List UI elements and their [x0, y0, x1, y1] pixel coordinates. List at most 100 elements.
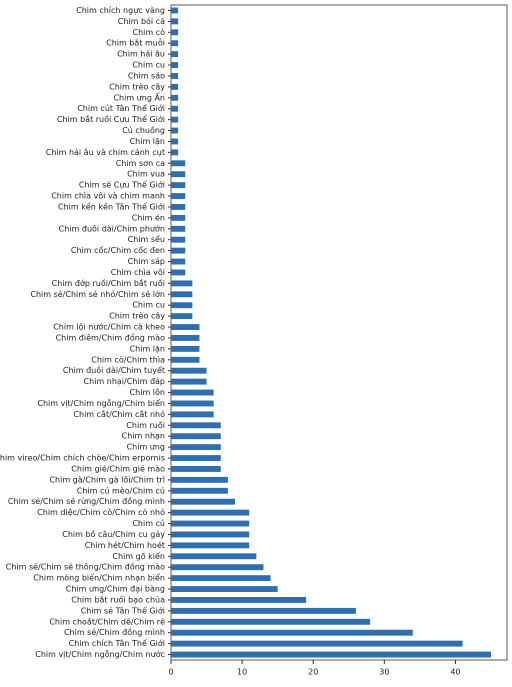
bar: [171, 193, 186, 199]
y-tick-label: Chim cắt/Chim cắt nhỏ: [73, 409, 165, 419]
y-tick-label: Chim nhạn: [122, 432, 165, 442]
bar: [171, 269, 186, 276]
bar: [171, 586, 278, 592]
x-tick-label: 10: [237, 668, 247, 677]
y-tick-label: Chim sơn ca: [116, 159, 165, 168]
y-tick-label: Chim sẻ/Chim sẻ thông/Chim đồng mào: [6, 562, 165, 572]
bar: [171, 94, 179, 101]
y-tick-label: Chim trèo cây: [109, 81, 165, 91]
y-tick-label: Chim bắt muỗi: [106, 38, 165, 48]
bar: [171, 531, 250, 538]
x-tick-label: 0: [168, 668, 173, 677]
bar: [171, 607, 356, 614]
y-tick-label: Chim chích Tân Thế Giới: [69, 638, 165, 648]
y-tick-label: Chim vịt/Chim ngỗng/Chim biển: [37, 398, 165, 409]
bar: [171, 466, 221, 472]
y-tick-label: Chim ruồi: [126, 420, 165, 430]
bar: [171, 182, 186, 189]
y-tick-label: Chim sẻ/Chim sẻ nhỏ/Chim sẻ lớn: [30, 289, 165, 299]
y-tick-label: Chim đớp ruồi/Chim bắt ruồi: [52, 278, 165, 288]
y-tick-label: Chim cú mèo/Chim cú: [77, 485, 165, 495]
bar: [171, 487, 228, 494]
bar: [171, 214, 186, 221]
x-tick-label: 30: [379, 668, 389, 677]
y-tick-label: Chim bói cá: [118, 16, 165, 26]
y-tick-label: Chim bồ câu/Chim cu gáy: [62, 529, 165, 539]
bar: [171, 105, 179, 112]
y-tick-label: Chim cò/Chim thìa: [91, 354, 165, 364]
y-tick-label: Chim sẻ Cựu Thế Giới: [79, 180, 165, 191]
bar: [171, 18, 179, 25]
bar: [171, 225, 186, 232]
x-tick-label: 40: [450, 668, 460, 677]
bar: [171, 7, 179, 14]
bar: [171, 651, 491, 658]
y-tick-label: Chim chích ngực vàng: [76, 6, 165, 16]
bar: [171, 138, 179, 145]
y-tick-label: Chim sẻ/Chim đồng mình: [64, 627, 165, 637]
y-tick-label: Chim bắt ruồi bạo chúa: [71, 594, 165, 605]
y-tick-label: Chim cú: [132, 519, 165, 528]
x-tick-label: 20: [308, 668, 318, 677]
y-tick-label: Chim cốc/Chim cốc đen: [71, 245, 165, 255]
y-tick-label: Chim lặn: [130, 137, 165, 147]
y-tick-label: Chim ưng Ấn: [113, 91, 165, 102]
y-tick-label: Chim lặn: [130, 344, 165, 354]
bar: [171, 564, 264, 571]
y-tick-label: Chim vịt/Chim ngỗng/Chim nước: [35, 649, 165, 660]
y-tick-label: Chim cút Tân Thế Giới: [77, 103, 165, 113]
bar: [171, 618, 371, 625]
y-tick-label: Chim giẻ/Chim giẻ mào: [71, 463, 165, 473]
bar: [171, 640, 463, 647]
bar: [171, 149, 179, 156]
y-tick-label: Chim điêm/Chim đồng mào: [56, 332, 166, 342]
bar: [171, 40, 179, 47]
bar: [171, 476, 228, 483]
bar: [171, 160, 186, 167]
bar: [171, 542, 250, 549]
bar: [171, 444, 221, 451]
y-tick-label: Chim lội nước/Chim cà kheo: [53, 322, 165, 332]
y-tick-label: Chim sẻ Tân Thế Giới: [81, 605, 165, 615]
y-tick-label: Chim sáp: [128, 257, 165, 266]
bar: [171, 575, 271, 582]
y-tick-label: Chim đuôi dài/Chim tuyết: [63, 365, 165, 375]
y-tick-label: Chim hải âu và chim cánh cụt: [46, 147, 165, 158]
bar: [171, 29, 179, 36]
y-tick-label: Chim sáo: [128, 71, 165, 80]
bar: [171, 455, 221, 461]
bar: [171, 127, 179, 134]
y-tick-label: Chim kền kền Tân Thế Giới: [58, 201, 165, 211]
bar: [171, 378, 207, 385]
y-tick-label: Chim ưng/Chim đại bàng: [66, 585, 165, 595]
bar: [171, 356, 200, 363]
bar: [171, 280, 193, 287]
y-tick-label: Chim đuôi dài/Chim phướn: [59, 223, 165, 233]
y-tick-label: Chim mòng biển/Chim nhạn biển: [33, 573, 165, 584]
bar: [171, 400, 214, 407]
y-tick-label: Chim diệc/Chim cò/Chim cò nhỏ: [37, 507, 165, 517]
bar: [171, 258, 186, 265]
y-tick-label: Chim cu: [132, 61, 165, 70]
bar: [171, 345, 200, 352]
bar: [171, 324, 200, 330]
y-tick-label: Chim sẻ/Chim sẻ rừng/Chim đồng mình: [8, 496, 165, 506]
y-tick-label: Chim cò: [132, 27, 165, 37]
bar: [171, 389, 214, 396]
y-tick-label: Chim hải âu: [117, 49, 165, 59]
y-tick-label: Chim vua: [127, 170, 165, 179]
y-tick-label: Chim choắt/Chim dẽ/Chim rẽ: [49, 616, 165, 626]
y-tick-label: Chim bắt ruồi Cựu Thế Giới: [57, 114, 165, 125]
bar: [171, 433, 221, 440]
plot-frame: [170, 4, 508, 661]
bar: [171, 520, 250, 527]
y-tick-label: Chim hét/Chim hoét: [85, 540, 165, 550]
y-tick-label: Chim ưng: [127, 443, 165, 452]
bar: [171, 83, 179, 90]
bar: [171, 629, 413, 636]
bar: [171, 509, 250, 516]
bar: [171, 247, 186, 254]
y-tick-label: Chim nhại/Chim đáp: [84, 377, 165, 387]
bar: [171, 367, 207, 374]
